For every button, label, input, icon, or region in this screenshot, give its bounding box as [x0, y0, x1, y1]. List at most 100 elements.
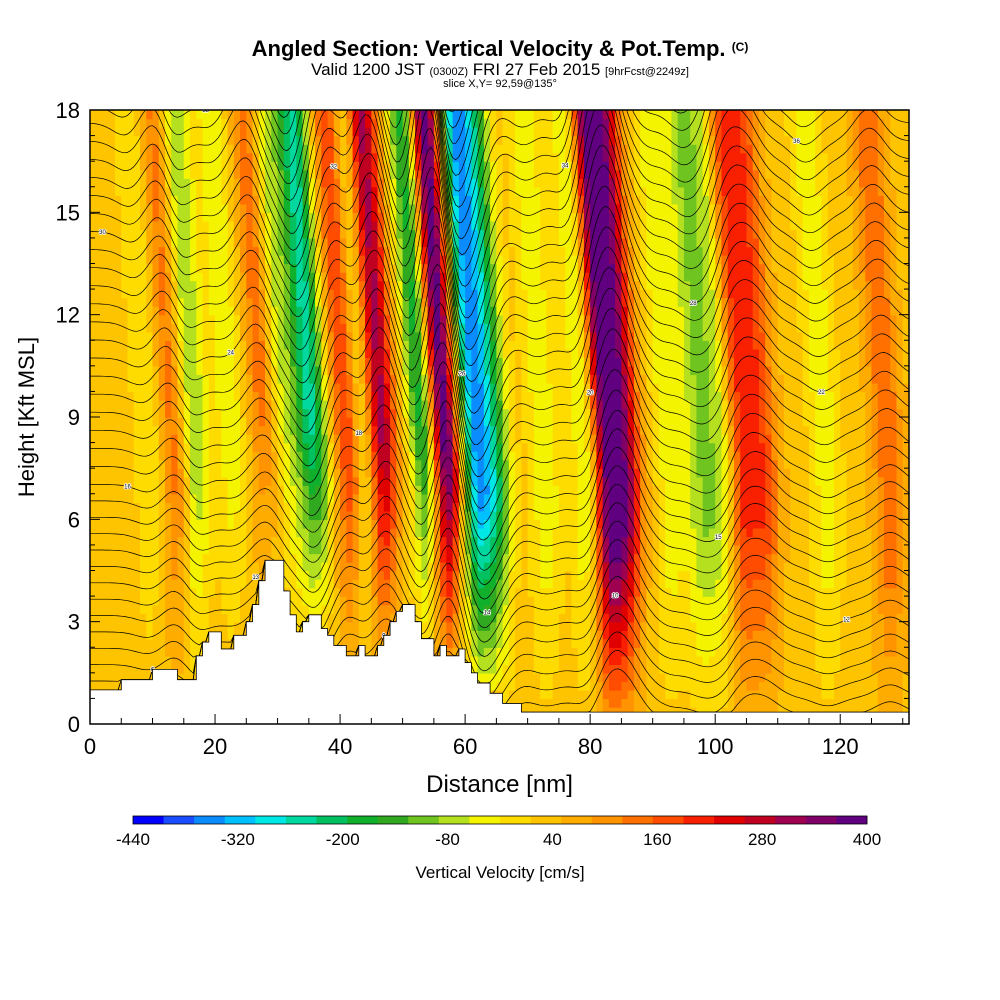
field-cell: [646, 417, 654, 427]
field-cell: [696, 638, 704, 648]
field-cell: [246, 476, 254, 486]
field-cell: [677, 544, 685, 555]
field-cell: [765, 459, 773, 469]
field-cell: [140, 417, 147, 427]
field-cell: [90, 544, 97, 555]
field-cell: [815, 604, 823, 614]
field-cell: [158, 536, 166, 546]
field-cell: [727, 613, 735, 623]
field-cell: [358, 399, 366, 410]
field-cell: [258, 399, 266, 410]
field-cell: [521, 561, 529, 572]
field-cell: [696, 459, 704, 469]
field-cell: [815, 425, 823, 435]
field-cell: [865, 442, 873, 452]
field-cell: [283, 468, 291, 478]
field-cell: [840, 570, 848, 580]
field-cell: [896, 408, 904, 418]
field-cell: [715, 664, 723, 674]
field-cell: [321, 544, 329, 555]
field-cell: [146, 451, 154, 461]
field-cell: [127, 544, 135, 555]
field-cell: [215, 408, 222, 418]
field-cell: [871, 544, 879, 555]
field-cell: [258, 476, 266, 486]
field-cell: [777, 399, 785, 410]
field-cell: [677, 664, 685, 674]
field-cell: [640, 485, 648, 495]
field-cell: [858, 476, 866, 486]
field-cell: [640, 459, 648, 469]
field-cell: [115, 638, 122, 648]
field-cell: [521, 579, 529, 589]
field-cell: [658, 485, 666, 495]
field-cell: [521, 621, 529, 631]
field-cell: [446, 536, 454, 546]
field-cell: [802, 561, 810, 572]
field-cell: [96, 451, 104, 461]
field-cell: [890, 485, 898, 495]
field-cell: [896, 613, 904, 623]
field-cell: [177, 536, 185, 546]
field-cell: [252, 553, 260, 563]
field-cell: [408, 510, 416, 521]
field-cell: [746, 706, 754, 717]
field-cell: [365, 647, 373, 657]
field-cell: [196, 527, 204, 538]
field-cell: [777, 553, 785, 563]
field-cell: [196, 604, 204, 614]
field-cell: [771, 519, 779, 529]
field-cell: [558, 689, 566, 700]
field-cell: [171, 596, 179, 606]
field-cell: [127, 579, 135, 589]
field-cell: [146, 536, 154, 546]
field-cell: [665, 621, 673, 631]
field-cell: [240, 476, 247, 486]
field-cell: [140, 544, 147, 555]
field-cell: [702, 527, 710, 538]
valid-time-line: Valid 1200 JST (0300Z) FRI 27 Feb 2015 […: [0, 60, 1000, 80]
field-cell: [815, 681, 823, 691]
field-cell: [596, 468, 604, 478]
field-cell: [796, 604, 804, 614]
field-cell: [296, 579, 304, 589]
field-cell: [602, 434, 610, 444]
field-cell: [302, 510, 310, 521]
field-cell: [390, 544, 398, 555]
field-cell: [358, 579, 366, 589]
field-cell: [577, 442, 585, 452]
field-cell: [665, 664, 673, 674]
field-cell: [415, 476, 423, 486]
field-cell: [752, 706, 760, 717]
field-cell: [108, 621, 116, 631]
field-cell: [883, 604, 891, 614]
field-cell: [721, 655, 729, 666]
field-cell: [246, 408, 254, 418]
field-cell: [733, 434, 741, 444]
field-cell: [115, 544, 122, 555]
field-cell: [746, 698, 754, 708]
field-cell: [583, 442, 591, 452]
field-cell: [246, 485, 254, 495]
field-cell: [140, 451, 147, 461]
field-cell: [396, 570, 404, 580]
field-cell: [352, 596, 360, 606]
field-cell: [265, 408, 272, 418]
field-cell: [702, 570, 710, 580]
field-cell: [783, 698, 791, 708]
field-cell: [333, 442, 341, 452]
field-cell: [621, 510, 629, 521]
field-cell: [665, 544, 673, 555]
field-cell: [821, 664, 829, 674]
field-cell: [658, 579, 666, 589]
field-cell: [696, 706, 704, 717]
field-cell: [496, 681, 504, 691]
field-cell: [208, 519, 216, 529]
field-cell: [746, 527, 754, 538]
field-cell: [596, 417, 604, 427]
field-cell: [583, 561, 591, 572]
field-cell: [152, 621, 160, 631]
field-cell: [127, 510, 135, 521]
field-cell: [502, 425, 510, 435]
field-cell: [402, 442, 410, 452]
